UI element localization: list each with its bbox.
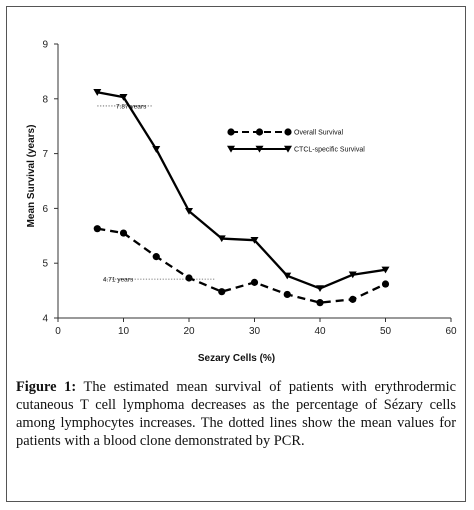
x-tick-label: 30: [249, 326, 261, 337]
circle-marker: [349, 295, 357, 303]
x-tick-label: 60: [445, 326, 457, 337]
triangle-marker: [119, 93, 128, 101]
x-tick-label: 40: [314, 326, 326, 337]
series-line: [97, 91, 386, 290]
circle-marker: [381, 280, 390, 288]
circle-marker: [227, 128, 235, 136]
x-tick-label: 20: [183, 326, 195, 337]
circle-marker: [185, 274, 193, 282]
circle-marker: [250, 278, 259, 286]
circle-marker: [283, 290, 291, 299]
circle-marker: [93, 225, 101, 233]
legend-label: CTCL-specific Survival: [294, 147, 365, 154]
x-tick-label: 50: [380, 326, 392, 337]
triangle-marker: [255, 145, 264, 153]
x-axis-title: Sezary Cells (%): [198, 353, 275, 364]
triangle-marker: [348, 271, 357, 279]
triangle-marker: [250, 236, 259, 244]
legend-item: Overall Survival: [227, 128, 343, 137]
triangle-marker: [316, 285, 324, 293]
circle-marker: [284, 128, 292, 136]
x-tick-label: 0: [55, 326, 61, 337]
triangle-marker: [217, 235, 226, 243]
circle-marker: [218, 288, 226, 296]
y-tick-label: 6: [42, 204, 48, 215]
y-tick-label: 4: [42, 314, 48, 325]
series-overall-survival: [93, 225, 390, 307]
triangle-marker: [381, 266, 390, 274]
y-axis-title: Mean Survival (years): [26, 125, 37, 228]
circle-marker: [119, 229, 128, 237]
figure-caption: Figure 1: The estimated mean survival of…: [16, 378, 456, 450]
series-ctcl-specific-survival: [93, 89, 390, 293]
caption-text: The estimated mean survival of patients …: [16, 379, 456, 449]
x-tick-label: 10: [118, 326, 130, 337]
annotations: 7.87 years 4.71 years: [97, 103, 216, 284]
circle-marker: [255, 128, 264, 136]
triangle-marker: [152, 146, 161, 153]
caption-label: Figure 1:: [16, 379, 77, 395]
y-tick-label: 9: [42, 40, 48, 51]
series-line: [97, 227, 386, 304]
survival-chart: 0 10 20 30 40 50 60 4 5 6 7 8 9 Sezary Cells (%) Mean …: [26, 40, 457, 365]
y-tick-label: 5: [42, 259, 48, 270]
annotation-label: 7.87 years: [116, 103, 147, 110]
annotation-label: 4.71 years: [103, 277, 134, 284]
legend: Overall Survival CTCL-specific Survival: [227, 128, 365, 154]
figure-frame: [6, 6, 466, 502]
triangle-marker: [283, 272, 292, 280]
legend-label: Overall Survival: [294, 130, 343, 137]
y-tick-label: 8: [42, 94, 48, 105]
circle-marker: [316, 299, 324, 307]
circle-marker: [152, 253, 160, 261]
y-tick-label: 7: [42, 149, 48, 160]
triangle-marker: [284, 145, 292, 153]
series-layer: [93, 89, 390, 307]
triangle-marker: [185, 207, 193, 215]
triangle-marker: [93, 89, 102, 96]
triangle-marker: [227, 145, 235, 153]
legend-item: CTCL-specific Survival: [227, 145, 365, 154]
axes: 0 10 20 30 40 50 60 4 5 6 7 8 9 Sezary Cells (%) Mean …: [26, 40, 457, 365]
